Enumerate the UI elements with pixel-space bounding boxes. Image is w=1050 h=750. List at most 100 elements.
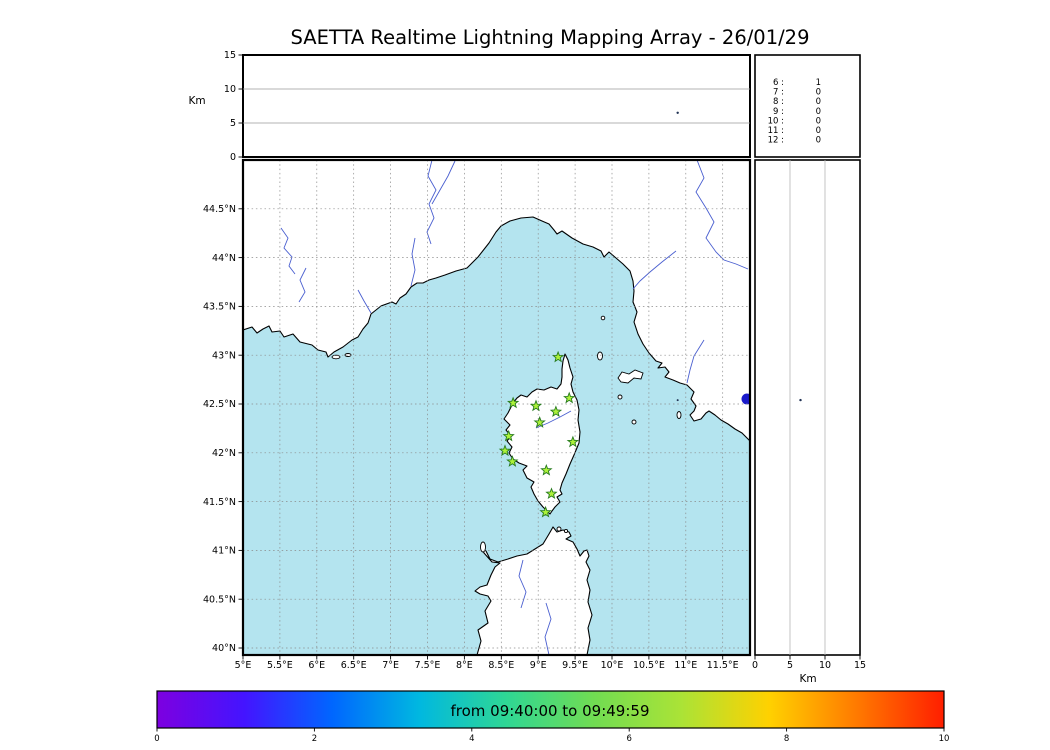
hist-row-count: 0 xyxy=(816,97,821,107)
lon-tick-label: 7°E xyxy=(382,660,399,671)
corsica-island xyxy=(503,353,581,515)
river xyxy=(544,602,552,655)
station-star xyxy=(539,505,552,518)
small-islands xyxy=(331,315,682,553)
river xyxy=(632,250,677,290)
colorbar-tick-label: 2 xyxy=(312,734,317,744)
histogram-count-rows: 6 : 1 7 : 0 8 : 0 9 : 0 10 : 0 11 : 0 12 : 0 xyxy=(768,78,821,146)
lon-tick-label: 5°E xyxy=(235,660,252,671)
lat-tick-label: 41°N xyxy=(212,546,236,557)
right-panel-tick-label: 15 xyxy=(854,660,866,671)
colorbar-tick-label: 4 xyxy=(469,734,474,744)
lon-tick-label: 9.5°E xyxy=(562,660,588,671)
asinara-island xyxy=(480,541,486,553)
colorbar-time-label: from 09:40:00 to 09:49:59 xyxy=(450,702,649,720)
hist-row-count: 0 xyxy=(816,107,821,117)
rivers xyxy=(280,160,749,655)
alt-tick-label: 15 xyxy=(224,50,236,61)
elba-island xyxy=(617,369,644,384)
station-star xyxy=(549,405,563,418)
source-dot xyxy=(676,399,679,402)
altitude-latitude-panel xyxy=(754,159,861,656)
hist-row-bin: 6 : xyxy=(773,78,784,88)
latitude-tick-labels: 44.5°N 44°N 43.5°N 43°N 42.5°N 42°N 41.5°N 41°N… xyxy=(203,204,243,654)
lat-tick-label: 44.5°N xyxy=(203,204,236,215)
right-panel-tick-label: 5 xyxy=(787,660,793,671)
time-colorbar xyxy=(156,690,945,729)
lon-tick-label: 10.5°E xyxy=(633,660,665,671)
lat-tick-label: 40.5°N xyxy=(203,594,236,605)
hist-row-bin: 10 : xyxy=(768,116,784,126)
altitude-panel-sources xyxy=(676,111,679,115)
lat-tick-label: 42.5°N xyxy=(203,399,236,410)
pianosa-island xyxy=(617,394,623,400)
station-star xyxy=(529,399,543,412)
river xyxy=(410,237,416,287)
lon-tick-label: 11.5°E xyxy=(707,660,739,671)
lon-tick-label: 9°E xyxy=(530,660,547,671)
colorbar-tick-label: 0 xyxy=(154,734,159,744)
station-markers xyxy=(498,350,580,518)
page-title: SAETTA Realtime Lightning Mapping Array … xyxy=(291,26,810,49)
colorbar-tick-labels: 0 2 4 6 8 10 xyxy=(154,728,949,744)
lon-tick-label: 7.5°E xyxy=(415,660,441,671)
altitude-panel-gridlines xyxy=(243,88,750,124)
hist-row-bin: 12 : xyxy=(768,136,784,146)
river xyxy=(686,339,705,384)
hist-row-count: 0 xyxy=(816,126,821,136)
river xyxy=(695,160,749,270)
altitude-longitude-panel xyxy=(242,54,751,158)
station-star xyxy=(533,416,546,428)
river xyxy=(280,227,296,275)
right-panel-tick-label: 10 xyxy=(819,660,831,671)
map-border xyxy=(241,158,752,657)
station-star xyxy=(563,391,576,404)
right-panel-tick-label: 0 xyxy=(752,660,758,671)
right-panel-ticks: 0 5 10 15 xyxy=(752,655,866,671)
station-star xyxy=(498,444,512,457)
river xyxy=(357,289,372,314)
mainland-coast xyxy=(243,160,750,442)
lon-tick-label: 6°E xyxy=(308,660,325,671)
colorbar-tick-label: 10 xyxy=(939,734,950,744)
hist-row-count: 0 xyxy=(816,136,821,146)
lon-tick-label: 8.5°E xyxy=(488,660,514,671)
hyeres-island-2 xyxy=(344,353,352,357)
station-star xyxy=(540,463,553,476)
river xyxy=(518,559,527,609)
river xyxy=(431,160,456,205)
lat-tick-label: 43.5°N xyxy=(203,302,236,313)
hist-row-bin: 9 : xyxy=(773,107,784,117)
right-panel-axis-label: Km xyxy=(799,673,816,685)
map-source-dots xyxy=(676,399,679,402)
right-panel-gridlines xyxy=(789,160,826,655)
lat-tick-label: 42°N xyxy=(212,448,236,459)
sardinia-island xyxy=(474,526,593,655)
river xyxy=(298,267,307,303)
lon-tick-label: 10°E xyxy=(601,660,624,671)
source-dot xyxy=(676,111,679,115)
alt-tick-label: 0 xyxy=(230,152,236,163)
lake-bolsena xyxy=(741,393,750,405)
maddalena-island-1 xyxy=(556,526,562,532)
maddalena-island-2 xyxy=(563,528,569,534)
station-star xyxy=(502,429,515,442)
hist-row-bin: 11 : xyxy=(768,126,784,136)
lat-tick-label: 43°N xyxy=(212,350,236,361)
colorbar-tick-label: 6 xyxy=(626,734,631,744)
montecristo-island xyxy=(631,419,637,425)
gorgona-island xyxy=(600,315,606,321)
lon-tick-label: 11°E xyxy=(674,660,697,671)
station-star xyxy=(506,455,519,467)
capraia-island xyxy=(597,351,603,361)
altitude-axis-label: Km xyxy=(188,95,205,107)
lon-tick-label: 5.5°E xyxy=(267,660,293,671)
station-star xyxy=(551,350,565,363)
station-star xyxy=(507,396,520,409)
map-gridlines xyxy=(242,160,750,655)
hyeres-island-1 xyxy=(331,354,341,360)
right-panel-sources xyxy=(799,398,802,402)
station-star xyxy=(566,435,580,448)
alt-tick-label: 5 xyxy=(230,118,236,129)
